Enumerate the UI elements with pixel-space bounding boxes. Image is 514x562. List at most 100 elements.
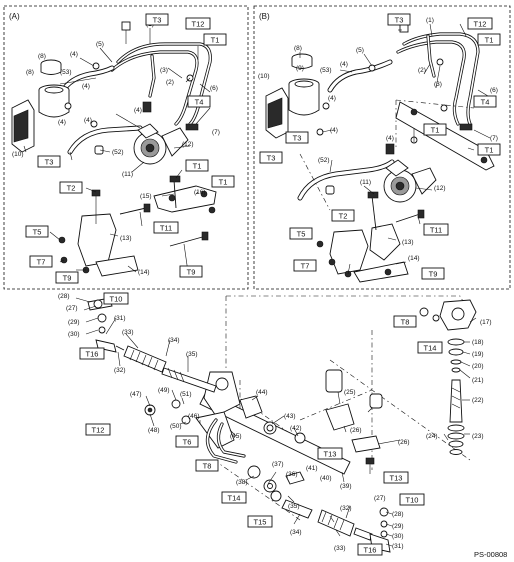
pipe-a-2 — [110, 50, 199, 126]
callout-27a: (27) — [66, 305, 78, 312]
svg-text:T15: T15 — [254, 518, 267, 527]
gearbox-parts — [87, 295, 477, 553]
callout-23: (23) — [472, 433, 484, 440]
svg-text:T10: T10 — [110, 295, 123, 304]
callout-34b: (34) — [290, 529, 302, 536]
callout-48: (48) — [148, 427, 160, 434]
callout-a-4e: (4) — [134, 107, 142, 114]
callout-31a: (31) — [114, 315, 126, 322]
svg-text:T9: T9 — [429, 270, 438, 279]
callout-32b: (32) — [340, 505, 352, 512]
svg-text:T10: T10 — [406, 496, 419, 505]
callout-25: (25) — [344, 389, 356, 396]
torque-box-t14-low: T14 — [221, 491, 247, 504]
torque-box-a-t3-left: T3 — [37, 155, 61, 168]
fitting-a-7 — [185, 123, 199, 131]
callout-a-8: (8) — [38, 53, 46, 60]
callout-b-2: (2) — [418, 67, 426, 74]
bolt-a-top — [121, 21, 131, 31]
callout-a-10: (10) — [12, 151, 24, 158]
svg-text:T13: T13 — [390, 474, 403, 483]
callout-29b: (29) — [392, 523, 404, 530]
torque-box-b-t9: T9 — [421, 267, 445, 280]
panel-a-leaders — [23, 28, 211, 273]
pump-bracket-b — [329, 229, 369, 275]
bolt-a-15 — [173, 179, 177, 209]
svg-text:T9: T9 — [187, 268, 196, 277]
callout-a-13: (13) — [120, 235, 132, 242]
callout-a-8b: (8) — [26, 69, 34, 76]
callout-27b: (27) — [374, 495, 386, 502]
callout-45: (45) — [230, 433, 242, 440]
callout-a-11: (11) — [122, 171, 133, 178]
svg-text:T12: T12 — [192, 20, 205, 29]
torque-box-t13-a: T13 — [317, 447, 343, 460]
callout-b-52: (52) — [318, 157, 330, 164]
callout-b-5: (5) — [356, 47, 364, 54]
callout-b-9: (9) — [296, 65, 304, 72]
callout-35a: (35) — [186, 351, 198, 358]
torque-box-b-t3-top: T3 — [387, 13, 411, 26]
svg-text:T1: T1 — [485, 146, 494, 155]
callout-b-11: (11) — [360, 179, 371, 186]
callout-numbers: (1) (5) (4) (8) (53) (8) (4) (4) (4) (3)… — [12, 17, 498, 552]
svg-text:T4: T4 — [195, 98, 204, 107]
panel-b-parts — [265, 23, 495, 283]
torque-box-t12-low: T12 — [85, 423, 111, 436]
callout-18: (18) — [472, 339, 484, 346]
torque-box-t14-right: T14 — [417, 341, 443, 354]
svg-text:T13: T13 — [324, 450, 337, 459]
svg-text:T1: T1 — [193, 162, 202, 171]
bolt-a-t5 — [58, 236, 66, 244]
torque-box-a-t7: T7 — [29, 255, 53, 268]
panel-a-frame — [3, 5, 249, 290]
panel-a-parts — [11, 21, 217, 277]
figure-code: PS-00808 — [474, 550, 507, 559]
svg-text:T2: T2 — [67, 184, 76, 193]
torque-box-b-t1-mid: T1 — [423, 123, 447, 136]
callout-a-14: (14) — [138, 269, 150, 276]
torque-box-b-t4: T4 — [473, 95, 497, 108]
torque-box-a-t4: T4 — [187, 95, 211, 108]
callout-17: (17) — [480, 319, 492, 326]
callout-a-3: (3) — [160, 67, 168, 74]
callout-a-15: (15) — [140, 193, 152, 200]
callout-28b: (28) — [392, 511, 404, 518]
callout-a-4d: (4) — [58, 119, 66, 126]
panel-b-label: (B) — [259, 12, 270, 21]
callout-b-7: (7) — [490, 135, 498, 142]
callout-33b: (33) — [334, 545, 346, 552]
svg-text:T12: T12 — [92, 426, 105, 435]
reservoir-a-body — [38, 90, 70, 118]
svg-text:T11: T11 — [430, 226, 442, 235]
torque-box-t10-top: T10 — [103, 292, 129, 305]
torque-box-t16-low: T16 — [357, 543, 383, 556]
callout-42: (42) — [290, 425, 302, 432]
callout-b-14: (14) — [408, 255, 420, 262]
svg-text:T3: T3 — [395, 16, 404, 25]
callout-28a: (28) — [58, 293, 70, 300]
svg-text:T3: T3 — [293, 134, 302, 143]
callout-26a: (26) — [350, 427, 362, 434]
torque-box-a-t2: T2 — [59, 181, 83, 194]
svg-text:T1: T1 — [219, 178, 228, 187]
callout-b-12: (12) — [434, 185, 446, 192]
torque-box-t8-low: T8 — [195, 459, 219, 472]
callout-a-53: (53) — [60, 69, 72, 76]
torque-box-t16-left: T16 — [79, 347, 105, 360]
svg-text:T11: T11 — [160, 224, 172, 233]
svg-text:T5: T5 — [33, 228, 42, 237]
pinion-22 — [449, 379, 463, 423]
torque-box-a-t9-right: T9 — [179, 265, 203, 278]
callout-49: (49) — [158, 387, 170, 394]
callout-33a: (33) — [122, 329, 134, 336]
svg-text:T8: T8 — [401, 318, 410, 327]
svg-text:T3: T3 — [45, 158, 54, 167]
callout-43: (43) — [284, 413, 296, 420]
callout-b-10: (10) — [258, 73, 270, 80]
callout-a-4: (4) — [70, 51, 78, 58]
callout-a-7: (7) — [212, 129, 220, 136]
callout-51: (51) — [180, 391, 192, 398]
